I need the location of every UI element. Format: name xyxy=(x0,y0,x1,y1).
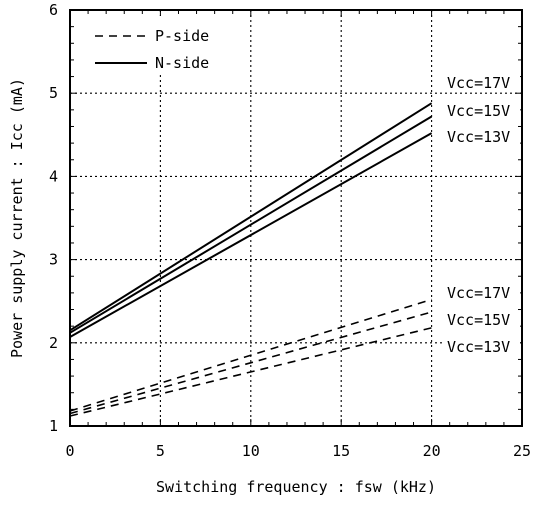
plot-frame xyxy=(69,9,523,427)
n-side-vcc-label-bg xyxy=(445,74,520,92)
y-tick-label: 2 xyxy=(49,334,58,352)
legend-p-side-label: P-side xyxy=(155,27,209,45)
p-side-line-vcc13v xyxy=(69,327,432,417)
p-side-vcc-label-bg xyxy=(445,338,520,356)
p-side-vcc-label: Vcc=15V xyxy=(447,311,510,329)
x-axis-title: Switching frequency : fsw (kHz) xyxy=(156,478,436,496)
n-side-vcc-label-bg xyxy=(445,102,520,120)
p-side-vcc-label: Vcc=13V xyxy=(447,338,510,356)
x-tick-label: 10 xyxy=(242,442,260,460)
axis-ticks xyxy=(69,9,523,427)
series-lines xyxy=(69,102,433,417)
n-side-line-vcc13v xyxy=(69,132,433,338)
y-axis-title: Power supply current : Icc (mA) xyxy=(8,78,26,358)
n-side-vcc-label: Vcc=13V xyxy=(447,128,510,146)
p-side-vcc-label: Vcc=17V xyxy=(447,284,510,302)
x-tick-label: 25 xyxy=(513,442,531,460)
p-side-vcc-label-bg xyxy=(445,284,520,302)
n-side-line-vcc17v xyxy=(69,102,433,332)
grid-lines xyxy=(70,10,522,426)
y-tick-label: 5 xyxy=(49,84,58,102)
x-tick-label: 0 xyxy=(65,442,74,460)
x-tick-label: 15 xyxy=(332,442,350,460)
n-side-line-vcc15v xyxy=(69,115,433,334)
n-side-vcc-label: Vcc=17V xyxy=(447,74,510,92)
y-tick-label: 3 xyxy=(49,251,58,269)
y-tick-label: 1 xyxy=(49,417,58,435)
n-side-vcc-label: Vcc=15V xyxy=(447,102,510,120)
x-tick-label: 20 xyxy=(423,442,441,460)
p-side-line-vcc15v xyxy=(69,311,432,415)
p-side-vcc-label-bg xyxy=(445,311,520,329)
x-tick-label: 5 xyxy=(156,442,165,460)
legend-n-side-label: N-side xyxy=(155,54,209,72)
p-side-line-vcc17v xyxy=(69,298,432,412)
line-annotations: Vcc=17V Vcc=15V Vcc=13V Vcc=17V Vcc=15V Vcc=1… xyxy=(445,74,520,356)
n-side-vcc-label-bg xyxy=(445,128,520,146)
legend: P-side N-side xyxy=(91,16,229,72)
y-tick-label: 6 xyxy=(49,1,58,19)
tick-labels: 0 5 10 15 20 25 1 2 3 4 5 6 xyxy=(49,1,531,460)
y-tick-label: 4 xyxy=(49,167,58,185)
